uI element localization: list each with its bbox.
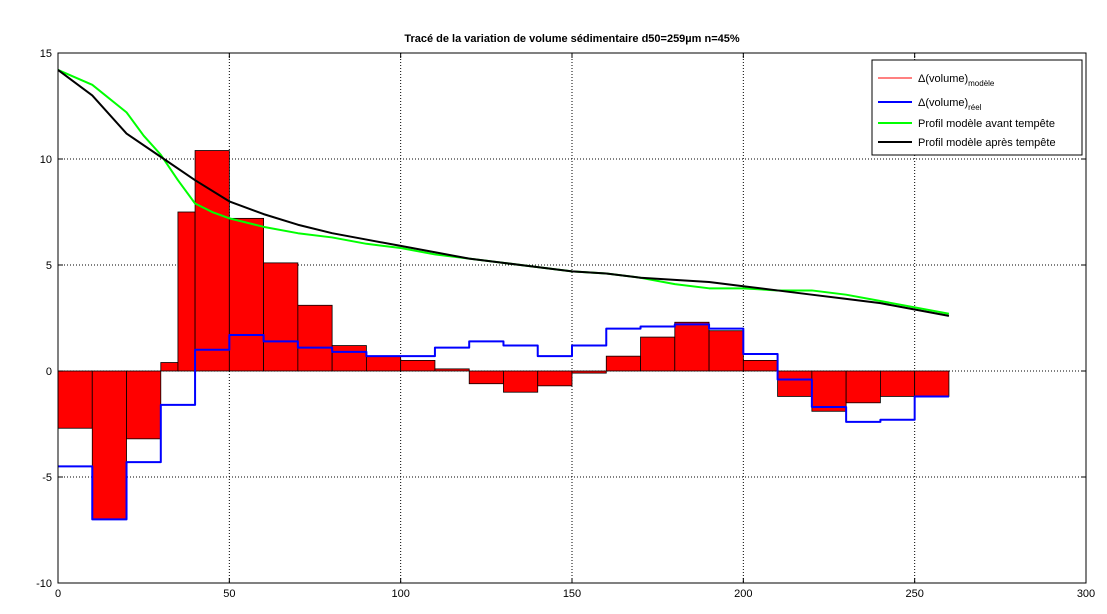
bar xyxy=(914,370,950,397)
bar xyxy=(708,330,744,372)
bar xyxy=(880,370,916,397)
line-volume-reel xyxy=(58,323,949,521)
bar xyxy=(177,211,196,372)
bar xyxy=(297,304,333,372)
legend-entry-label: Profil modèle avant tempête xyxy=(918,118,1055,130)
bar xyxy=(263,262,299,372)
bar xyxy=(503,370,539,393)
bar xyxy=(126,370,162,440)
bar xyxy=(434,368,470,372)
chart-title: Tracé de la variation de volume sédiment… xyxy=(404,33,739,45)
bar xyxy=(571,370,607,374)
y-tick-label: 10 xyxy=(40,154,52,166)
x-tick-label: 100 xyxy=(391,588,409,600)
bar xyxy=(468,370,504,385)
legend-entry-label: Δ(volume)réel xyxy=(918,97,982,112)
line-profil-apres xyxy=(57,69,950,317)
bar xyxy=(537,370,573,387)
legend-entry-label: Profil modèle après tempête xyxy=(918,137,1056,149)
x-tick-label: 200 xyxy=(734,588,752,600)
x-tick-label: 300 xyxy=(1077,588,1095,600)
bars-series xyxy=(57,150,950,520)
x-tick-label: 250 xyxy=(905,588,923,600)
bar xyxy=(160,362,179,372)
bar xyxy=(640,336,676,372)
x-tick-label: 0 xyxy=(55,588,61,600)
bar xyxy=(742,359,778,372)
legend: Δ(volume)modèle Δ(volume)réel Profil modèl… xyxy=(871,59,1083,156)
legend-entry-label: Δ(volume)modèle xyxy=(918,73,995,88)
y-tick-label: -10 xyxy=(36,578,52,590)
bar xyxy=(674,321,710,372)
bar xyxy=(194,150,230,372)
y-tick-label: 5 xyxy=(46,260,52,272)
y-tick-label: -5 xyxy=(42,472,52,484)
legend-box xyxy=(871,59,1083,156)
bar xyxy=(845,370,881,404)
bar xyxy=(811,370,847,412)
bar xyxy=(228,217,264,372)
axes: 0 50 100 150 200 250 300 -10 -5 0 5 10 15 xyxy=(36,48,1095,600)
bar xyxy=(331,345,367,372)
x-tick-label: 150 xyxy=(563,588,581,600)
bar xyxy=(400,359,436,372)
x-tick-label: 50 xyxy=(223,588,235,600)
y-tick-label: 0 xyxy=(46,366,52,378)
bar xyxy=(57,370,93,429)
bar xyxy=(777,370,813,397)
bar xyxy=(605,355,641,372)
y-tick-label: 15 xyxy=(40,48,52,60)
lines-series xyxy=(57,69,950,521)
bar xyxy=(91,370,127,520)
bar xyxy=(365,355,402,372)
